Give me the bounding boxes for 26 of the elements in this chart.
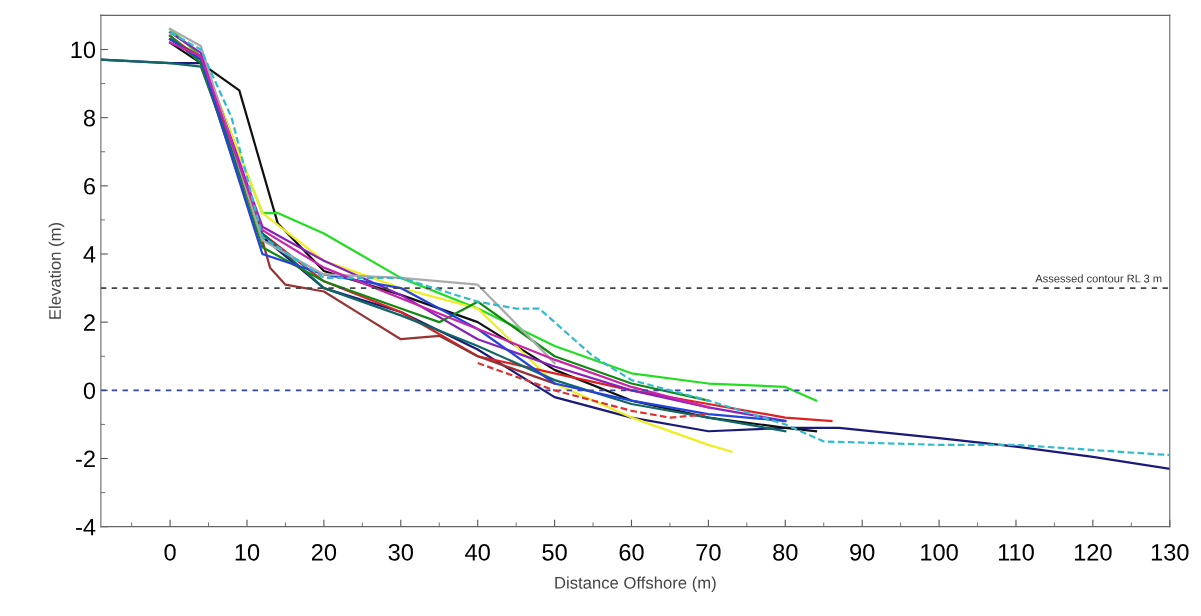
x-tick-label: 10 bbox=[235, 543, 260, 561]
x-tick-label: 30 bbox=[388, 543, 413, 561]
x-tick-label: 60 bbox=[619, 543, 644, 561]
x-tick-label: 70 bbox=[696, 543, 721, 561]
y-tick-label: 8 bbox=[83, 109, 95, 127]
x-tick-label: 120 bbox=[1074, 543, 1112, 561]
x-tick-label: 40 bbox=[465, 543, 490, 561]
y-tick-label: -2 bbox=[76, 450, 95, 468]
line-series bbox=[100, 58, 787, 433]
x-axis-title: Distance Offshore (m) bbox=[555, 576, 716, 592]
x-tick-label: 110 bbox=[998, 543, 1034, 561]
y-axis-title: Elevation (m) bbox=[48, 222, 65, 319]
x-tick-label: 80 bbox=[773, 543, 798, 561]
y-tick-label: 6 bbox=[84, 177, 95, 195]
x-tick-label: 90 bbox=[850, 543, 875, 561]
y-tick-label: 2 bbox=[84, 314, 95, 331]
y-tick-label: 10 bbox=[71, 41, 96, 59]
y-tick-label: -4 bbox=[76, 518, 96, 536]
x-tick-label: 0 bbox=[164, 543, 176, 561]
x-tick-label: 50 bbox=[542, 543, 567, 561]
x-tick-label: 100 bbox=[921, 543, 958, 561]
y-tick-label: 0 bbox=[83, 382, 96, 400]
x-tick-label: 130 bbox=[1151, 543, 1189, 561]
x-tick-label: 20 bbox=[311, 543, 337, 561]
y-tick-label: 4 bbox=[83, 246, 96, 263]
ref-line-label: Assessed contour RL 3 m bbox=[1035, 274, 1162, 283]
